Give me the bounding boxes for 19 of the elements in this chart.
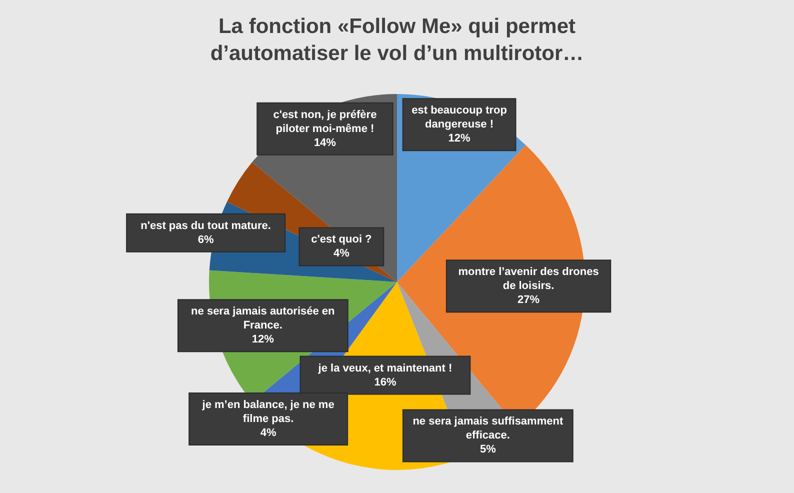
slice-label: ne sera jamais suffisamment efficace. [412, 416, 564, 442]
data-label: 5% [480, 444, 496, 456]
data-label: 6% [198, 234, 214, 246]
data-label: 4% [333, 248, 350, 260]
data-label: 12% [252, 334, 274, 346]
slice-label: n'est pas du tout mature. [140, 220, 271, 232]
slice-label: c'est quoi ? [311, 234, 372, 246]
data-label: 4% [260, 427, 276, 440]
data-label: 27% [518, 294, 540, 306]
data-label: 14% [314, 136, 336, 149]
slice-label: ne sera jamais autorisée en France. [191, 306, 336, 332]
data-label: 12% [448, 132, 471, 145]
chart-title: La fonction «Follow Me» qui permet d’automatiser le vol d’un multirotor… [210, 15, 584, 65]
slice-label: je m’en balance, je ne me filme pas. [201, 399, 334, 426]
slice-label: je la veux, et maintenant ! [317, 362, 452, 374]
data-label: 16% [374, 376, 396, 388]
slice-label: montre l’avenir des drones de loisirs. [458, 266, 599, 292]
slice-label: c'est non, je préfère piloter moi-même ! [273, 108, 377, 135]
slice-label: est beaucoup trop dangereuse ! [412, 104, 508, 131]
